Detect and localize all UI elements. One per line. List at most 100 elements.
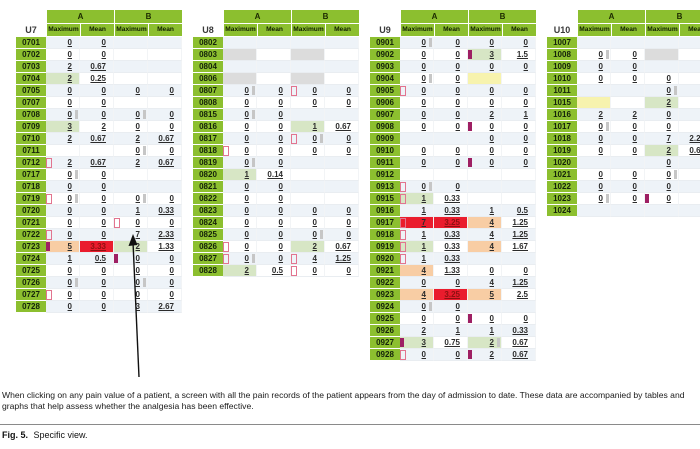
pain-cell-1010-a-maximum[interactable]: 0 — [577, 73, 611, 85]
pain-value-link[interactable]: 0.33 — [512, 326, 528, 335]
pain-value-link[interactable]: 0 — [101, 206, 106, 215]
pain-cell-0727-b-mean[interactable]: 0 — [148, 289, 182, 301]
pain-cell-0903-a-maximum[interactable]: 0 — [400, 61, 434, 73]
pain-value-link[interactable]: 0 — [244, 98, 249, 107]
pain-cell-0728-b-maximum[interactable]: 3 — [114, 301, 148, 313]
pain-value-link[interactable]: 0 — [421, 302, 426, 311]
pain-value-link[interactable]: 0 — [278, 242, 283, 251]
pain-value-link[interactable]: 0 — [67, 218, 72, 227]
pain-value-link[interactable]: 0 — [455, 350, 460, 359]
pain-cell-0721-a-mean[interactable]: 0 — [80, 217, 114, 229]
pain-value-link[interactable]: 0 — [489, 86, 494, 95]
pain-value-link[interactable]: 0 — [67, 290, 72, 299]
pain-value-link[interactable]: 0 — [632, 146, 637, 155]
pain-value-link[interactable]: 0 — [421, 38, 426, 47]
pain-value-link[interactable]: 1.67 — [512, 242, 528, 251]
pain-cell-0718-a-mean[interactable]: 0 — [80, 181, 114, 193]
pain-cell-0720-a-maximum[interactable]: 0 — [46, 205, 80, 217]
pain-cell-1021-b-mean[interactable]: 0 — [679, 169, 700, 181]
pain-value-link[interactable]: 0 — [101, 278, 106, 287]
pain-cell-0824-a-mean[interactable]: 0 — [257, 217, 291, 229]
pain-value-link[interactable]: 2 — [312, 242, 317, 251]
pain-cell-0906-a-mean[interactable]: 0 — [434, 97, 468, 109]
pain-cell-0902-b-maximum[interactable]: 3 — [468, 49, 502, 61]
pain-value-link[interactable]: 0 — [598, 182, 603, 191]
pain-value-link[interactable]: 0 — [67, 194, 72, 203]
pain-value-link[interactable]: 0 — [489, 314, 494, 323]
pain-value-link[interactable]: 0 — [421, 158, 426, 167]
pain-value-link[interactable]: 0 — [67, 230, 72, 239]
pain-cell-0928-a-mean[interactable]: 0 — [434, 349, 468, 361]
pain-value-link[interactable]: 0 — [421, 122, 426, 131]
pain-value-link[interactable]: 0.33 — [444, 206, 460, 215]
pain-value-link[interactable]: 0 — [455, 314, 460, 323]
pain-cell-0928-a-maximum[interactable]: 0 — [400, 349, 434, 361]
pain-value-link[interactable]: 1 — [421, 194, 426, 203]
pain-value-link[interactable]: 0 — [421, 98, 426, 107]
pain-value-link[interactable]: 0 — [421, 62, 426, 71]
pain-cell-0709-a-maximum[interactable]: 3 — [46, 121, 80, 133]
pain-value-link[interactable]: 0 — [101, 98, 106, 107]
pain-cell-1022-a-maximum[interactable]: 0 — [577, 181, 611, 193]
pain-value-link[interactable]: 7 — [421, 218, 426, 227]
pain-value-link[interactable]: 7 — [666, 134, 671, 143]
pain-cell-0915-a-mean[interactable]: 0.33 — [434, 193, 468, 205]
pain-value-link[interactable]: 2 — [666, 146, 671, 155]
pain-value-link[interactable]: 1 — [421, 230, 426, 239]
pain-cell-1017-a-mean[interactable]: 0 — [611, 121, 645, 133]
pain-cell-0825-a-maximum[interactable]: 0 — [223, 229, 257, 241]
pain-value-link[interactable]: 0.67 — [90, 134, 106, 143]
pain-cell-0709-a-mean[interactable]: 2 — [80, 121, 114, 133]
pain-value-link[interactable]: 0 — [312, 206, 317, 215]
pain-cell-0816-b-mean[interactable]: 0.67 — [325, 121, 359, 133]
pain-value-link[interactable]: 0 — [666, 122, 671, 131]
pain-value-link[interactable]: 5 — [67, 242, 72, 251]
pain-cell-0913-a-maximum[interactable]: 0 — [400, 181, 434, 193]
pain-cell-0921-b-maximum[interactable]: 0 — [468, 265, 502, 277]
pain-value-link[interactable]: 0 — [598, 122, 603, 131]
pain-value-link[interactable]: 0 — [666, 86, 671, 95]
pain-cell-0927-b-mean[interactable]: 0.67 — [502, 337, 536, 349]
pain-cell-0827-a-maximum[interactable]: 0 — [223, 253, 257, 265]
pain-cell-0826-b-maximum[interactable]: 2 — [291, 241, 325, 253]
pain-cell-0923-a-mean[interactable]: 3.25 — [434, 289, 468, 301]
pain-value-link[interactable]: 0 — [421, 278, 426, 287]
pain-cell-0823-a-maximum[interactable]: 0 — [223, 205, 257, 217]
pain-cell-0907-b-maximum[interactable]: 2 — [468, 109, 502, 121]
pain-cell-0726-a-maximum[interactable]: 0 — [46, 277, 80, 289]
pain-cell-0827-b-mean[interactable]: 1.25 — [325, 253, 359, 265]
pain-value-link[interactable]: 0 — [169, 218, 174, 227]
pain-cell-0723-a-maximum[interactable]: 5 — [46, 241, 80, 253]
pain-value-link[interactable]: 0 — [598, 74, 603, 83]
pain-value-link[interactable]: 1 — [489, 206, 494, 215]
pain-cell-0910-a-mean[interactable]: 0 — [434, 145, 468, 157]
pain-value-link[interactable]: 0 — [101, 230, 106, 239]
pain-cell-0721-a-maximum[interactable]: 0 — [46, 217, 80, 229]
pain-value-link[interactable]: 0.67 — [335, 242, 351, 251]
pain-value-link[interactable]: 0 — [135, 218, 140, 227]
pain-value-link[interactable]: 0 — [278, 86, 283, 95]
pain-cell-0719-b-maximum[interactable]: 0 — [114, 193, 148, 205]
pain-value-link[interactable]: 0 — [67, 110, 72, 119]
pain-cell-0922-a-maximum[interactable]: 0 — [400, 277, 434, 289]
pain-value-link[interactable]: 0.5 — [94, 254, 106, 263]
pain-value-link[interactable]: 0 — [489, 62, 494, 71]
pain-value-link[interactable]: 0 — [244, 134, 249, 143]
pain-cell-1010-b-maximum[interactable]: 0 — [645, 73, 679, 85]
pain-cell-0927-a-mean[interactable]: 0.75 — [434, 337, 468, 349]
pain-value-link[interactable]: 0 — [632, 134, 637, 143]
pain-cell-0928-b-mean[interactable]: 0.67 — [502, 349, 536, 361]
pain-value-link[interactable]: 0 — [135, 290, 140, 299]
pain-value-link[interactable]: 0 — [312, 146, 317, 155]
pain-cell-0707-a-maximum[interactable]: 0 — [46, 97, 80, 109]
pain-value-link[interactable]: 0 — [278, 254, 283, 263]
pain-cell-0728-b-mean[interactable]: 2.67 — [148, 301, 182, 313]
pain-value-link[interactable]: 1.33 — [444, 266, 460, 275]
pain-cell-0724-a-mean[interactable]: 0.5 — [80, 253, 114, 265]
pain-cell-0704-a-mean[interactable]: 0.25 — [80, 73, 114, 85]
pain-cell-0817-b-maximum[interactable]: 0 — [291, 133, 325, 145]
pain-value-link[interactable]: 0.25 — [90, 74, 106, 83]
pain-value-link[interactable]: 0 — [523, 122, 528, 131]
pain-cell-0923-b-maximum[interactable]: 5 — [468, 289, 502, 301]
pain-value-link[interactable]: 4 — [421, 266, 426, 275]
